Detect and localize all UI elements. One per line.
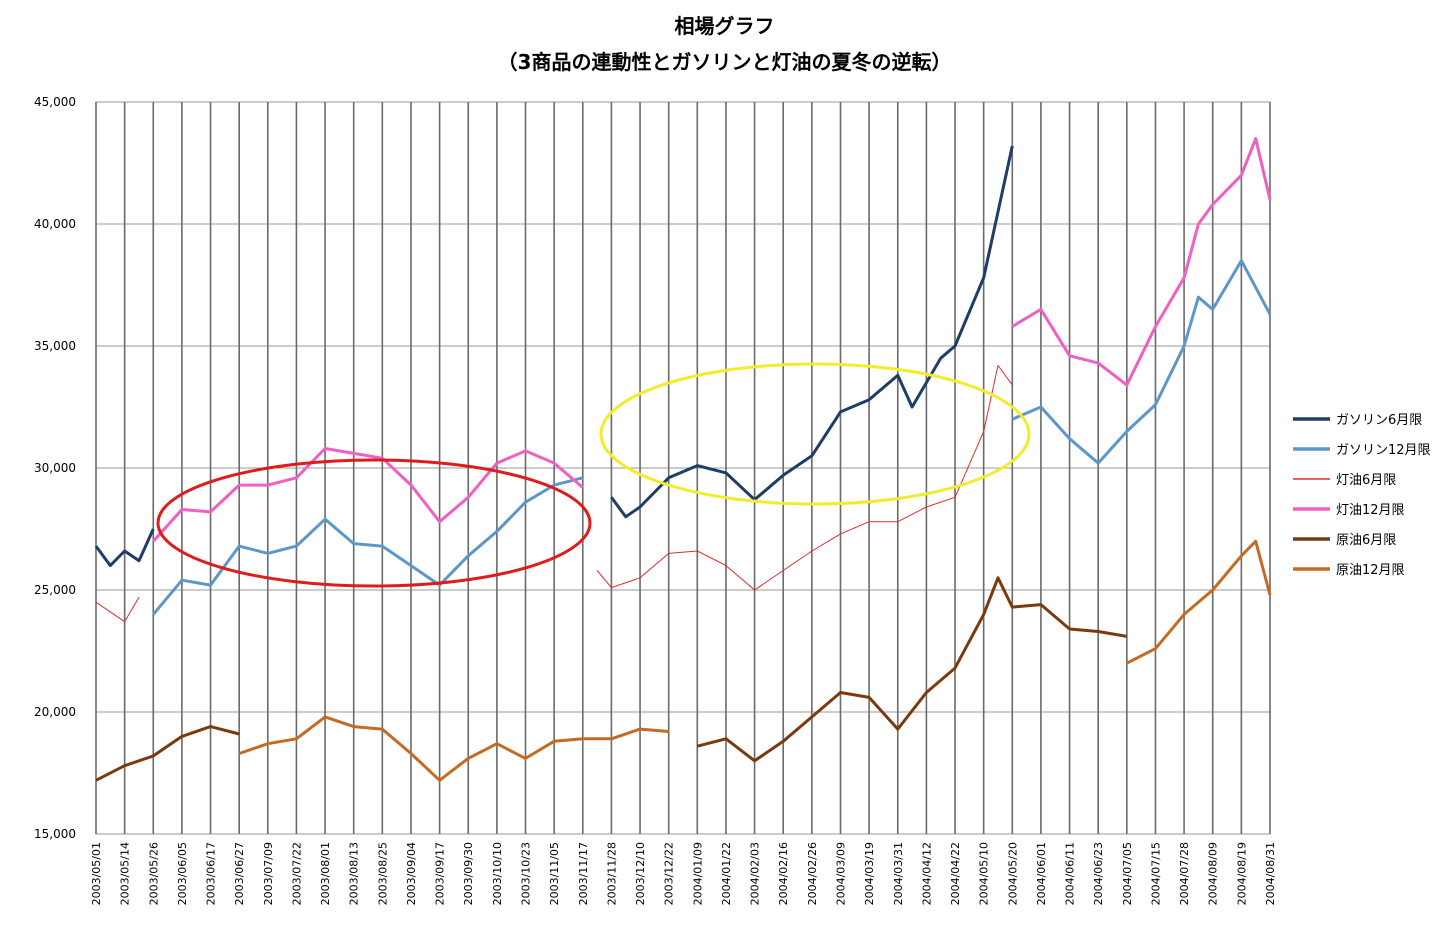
x-tick-label: 2004/02/26: [806, 842, 819, 905]
y-tick-label: 15,000: [34, 827, 76, 841]
y-tick-label: 30,000: [34, 461, 76, 475]
x-tick-label: 2003/10/23: [520, 842, 533, 905]
x-tick-label: 2004/08/19: [1235, 842, 1248, 905]
y-tick-label: 20,000: [34, 705, 76, 719]
y-tick-label: 25,000: [34, 583, 76, 597]
x-tick-label: 2004/02/16: [777, 842, 790, 905]
x-tick-label: 2004/07/28: [1178, 842, 1191, 905]
x-tick-label: 2004/03/19: [863, 842, 876, 905]
x-tick-label: 2003/05/26: [147, 842, 160, 905]
highlight-ellipse-yellow: [599, 362, 1031, 506]
x-tick-label: 2004/03/31: [892, 842, 905, 905]
x-tick-label: 2003/06/05: [176, 842, 189, 905]
series-line: [1126, 539, 1272, 665]
x-tick-label: 2004/07/15: [1149, 842, 1162, 905]
legend-label: 原油6月限: [1336, 533, 1396, 548]
x-tick-label: 2003/12/22: [663, 842, 676, 905]
x-tick-label: 2004/06/01: [1035, 842, 1048, 905]
x-tick-label: 2004/04/22: [949, 842, 962, 905]
x-tick-label: 2004/01/09: [691, 842, 704, 905]
y-tick-label: 45,000: [34, 95, 76, 109]
x-tick-label: 2003/07/22: [290, 842, 303, 905]
legend-label: ガソリン12月限: [1336, 443, 1431, 458]
series-line: [152, 476, 584, 616]
series-line: [596, 365, 1013, 591]
x-tick-label: 2003/05/01: [90, 842, 103, 905]
series-line: [95, 597, 140, 623]
x-tick-label: 2003/10/10: [491, 842, 504, 905]
x-tick-label: 2003/08/25: [376, 842, 389, 905]
series-line: [1011, 137, 1272, 387]
highlight-ellipse-red: [156, 458, 592, 588]
chart-subtitle: （3商品の連動性とガソリンと灯油の夏冬の逆転）: [497, 50, 952, 74]
series-line: [152, 447, 584, 543]
legend-label: 灯油12月限: [1336, 503, 1405, 518]
legend-label: 灯油6月限: [1336, 473, 1396, 488]
x-tick-label: 2003/11/17: [577, 842, 590, 905]
x-tick-label: 2004/03/09: [834, 842, 847, 905]
x-tick-label: 2003/05/14: [119, 842, 132, 905]
x-tick-label: 2004/07/05: [1121, 842, 1134, 905]
x-tick-label: 2003/09/04: [405, 842, 418, 905]
chart-title: 相場グラフ: [674, 14, 775, 38]
x-tick-label: 2003/11/05: [548, 842, 561, 905]
x-tick-label: 2003/08/13: [348, 842, 361, 905]
x-tick-label: 2003/07/09: [262, 842, 275, 905]
x-tick-label: 2003/06/17: [205, 842, 218, 905]
x-tick-label: 2004/02/03: [749, 842, 762, 905]
x-tick-label: 2003/06/27: [233, 842, 246, 905]
x-tick-label: 2003/09/17: [434, 842, 447, 905]
series-line: [610, 145, 1014, 519]
x-tick-label: 2004/06/23: [1092, 842, 1105, 905]
x-tick-label: 2004/08/31: [1264, 842, 1277, 905]
series-line: [94, 528, 155, 568]
series-line: [95, 725, 240, 782]
x-tick-label: 2004/05/20: [1006, 842, 1019, 905]
x-tick-label: 2004/05/10: [978, 842, 991, 905]
y-tick-label: 40,000: [34, 217, 76, 231]
y-tick-label: 35,000: [34, 339, 76, 353]
series-line: [1011, 259, 1272, 465]
x-tick-label: 2004/08/09: [1207, 842, 1220, 905]
x-tick-label: 2004/04/12: [920, 842, 933, 905]
x-tick-label: 2003/09/30: [462, 842, 475, 905]
x-tick-label: 2003/11/28: [605, 842, 618, 905]
series-line: [696, 576, 1128, 763]
legend-label: ガソリン6月限: [1336, 413, 1422, 428]
legend-label: 原油12月限: [1336, 563, 1405, 578]
x-tick-label: 2004/01/22: [720, 842, 733, 905]
x-tick-label: 2003/12/10: [634, 842, 647, 905]
series-line: [238, 715, 669, 782]
x-tick-label: 2003/08/01: [319, 842, 332, 905]
x-tick-label: 2004/06/11: [1064, 842, 1077, 905]
